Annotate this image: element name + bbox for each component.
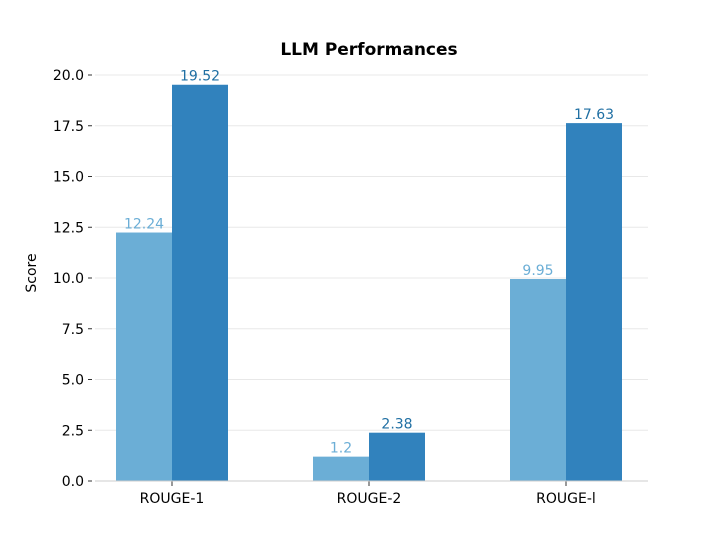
y-axis-ticks: 0.0 2.5 5.0 7.5 10.0 12.5 15.0 17.5 20.0 (53, 68, 92, 490)
y-tick-label: 5.0 (62, 373, 84, 389)
bar (172, 84, 228, 481)
y-tick-label: 15.0 (53, 170, 84, 186)
data-label: 19.52 (180, 69, 220, 85)
data-labels: 12.24 1.2 9.95 19.52 2.38 17.63 (124, 69, 614, 457)
y-tick-label: 12.5 (53, 220, 84, 236)
x-tick-label: ROUGE-1 (140, 491, 205, 507)
bar (510, 279, 566, 481)
y-tick-label: 2.5 (62, 423, 84, 439)
bar (313, 456, 369, 481)
y-tick-label: 17.5 (53, 119, 84, 135)
x-axis-ticks: ROUGE-1 ROUGE-2 ROUGE-l (140, 481, 596, 507)
data-label: 12.24 (124, 217, 164, 233)
y-tick-label: 0.0 (62, 474, 84, 490)
y-axis-label: Score (24, 253, 40, 292)
x-tick-label: ROUGE-2 (337, 491, 402, 507)
bar (369, 432, 425, 481)
data-label: 17.63 (574, 107, 614, 123)
data-label: 1.2 (330, 441, 352, 457)
bars (116, 84, 622, 482)
x-tick-label: ROUGE-l (536, 491, 596, 507)
bar (116, 232, 172, 481)
y-tick-label: 20.0 (53, 68, 84, 84)
chart-title: LLM Performances (280, 40, 457, 60)
data-label: 2.38 (381, 417, 412, 433)
bar (566, 123, 622, 482)
y-tick-label: 10.0 (53, 271, 84, 287)
y-tick-label: 7.5 (62, 322, 84, 338)
data-label: 9.95 (522, 263, 553, 279)
